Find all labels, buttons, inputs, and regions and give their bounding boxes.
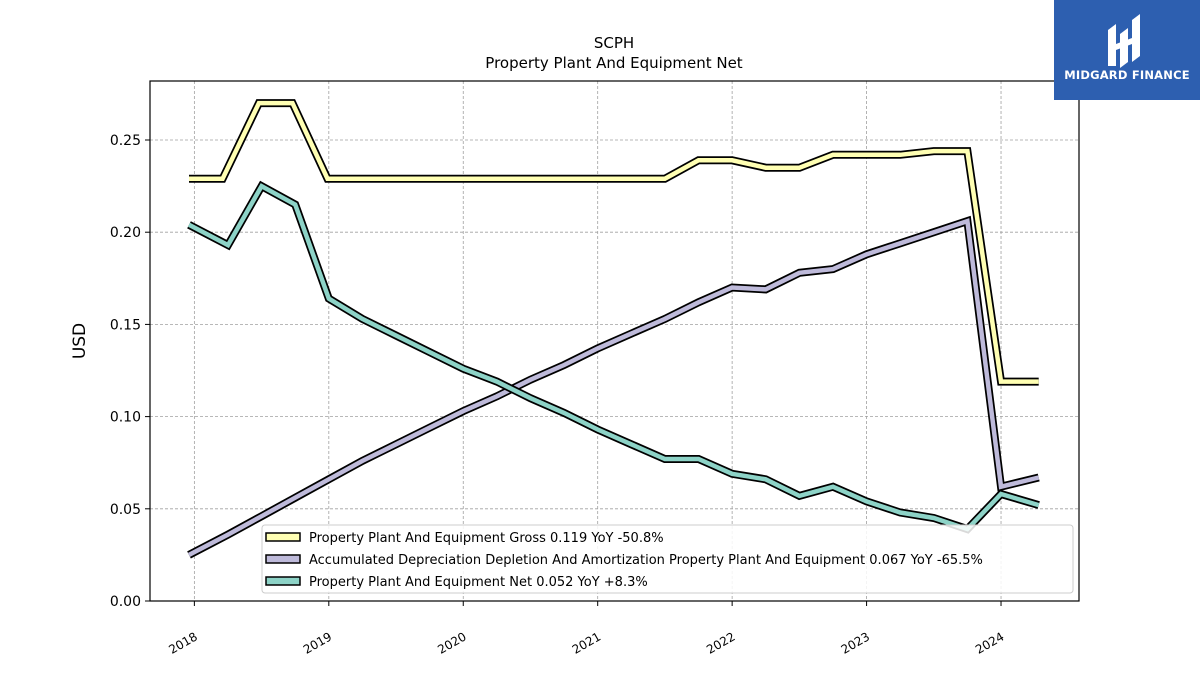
x-tick-label: 2022 <box>704 629 737 656</box>
x-tick-label: 2019 <box>301 629 334 656</box>
x-tick-label: 2024 <box>973 629 1006 656</box>
series-line <box>187 218 1040 557</box>
x-tick-label: 2021 <box>570 629 603 656</box>
legend-swatch <box>265 532 301 542</box>
y-tick-label: 0.10 <box>110 410 141 426</box>
legend-box <box>261 524 1074 594</box>
plot-frame <box>149 80 1080 602</box>
legend: Property Plant And Equipment Gross 0.119… <box>261 524 1074 594</box>
series-line <box>187 183 1040 532</box>
brand-logo: MIDGARD FINANCE <box>1054 0 1200 100</box>
series-line <box>189 100 1039 384</box>
brand-name: MIDGARD FINANCE <box>1064 68 1190 82</box>
chart-subtitle: Property Plant And Equipment Net <box>485 54 742 72</box>
brand-mark-icon <box>1108 14 1140 68</box>
legend-label: Property Plant And Equipment Gross 0.119… <box>309 531 664 546</box>
y-axis-label: USD <box>70 323 90 359</box>
x-tick-label: 2020 <box>435 629 468 656</box>
series-lines <box>187 99 1040 559</box>
y-tick-label: 0.15 <box>110 317 141 333</box>
legend-label: Accumulated Depreciation Depletion And A… <box>309 553 983 568</box>
legend-label: Property Plant And Equipment Net 0.052 Y… <box>309 575 648 590</box>
legend-swatch <box>265 576 301 586</box>
chart-title: SCPH <box>594 34 634 52</box>
x-tick-label: 2018 <box>166 629 199 656</box>
grid <box>150 81 1079 602</box>
y-tick-label: 0.00 <box>110 594 141 610</box>
y-tick-label: 0.20 <box>110 225 141 241</box>
y-tick-label: 0.25 <box>110 133 141 149</box>
x-tick-label: 2023 <box>839 629 872 656</box>
legend-swatch <box>265 554 301 564</box>
y-tick-label: 0.05 <box>110 502 141 518</box>
